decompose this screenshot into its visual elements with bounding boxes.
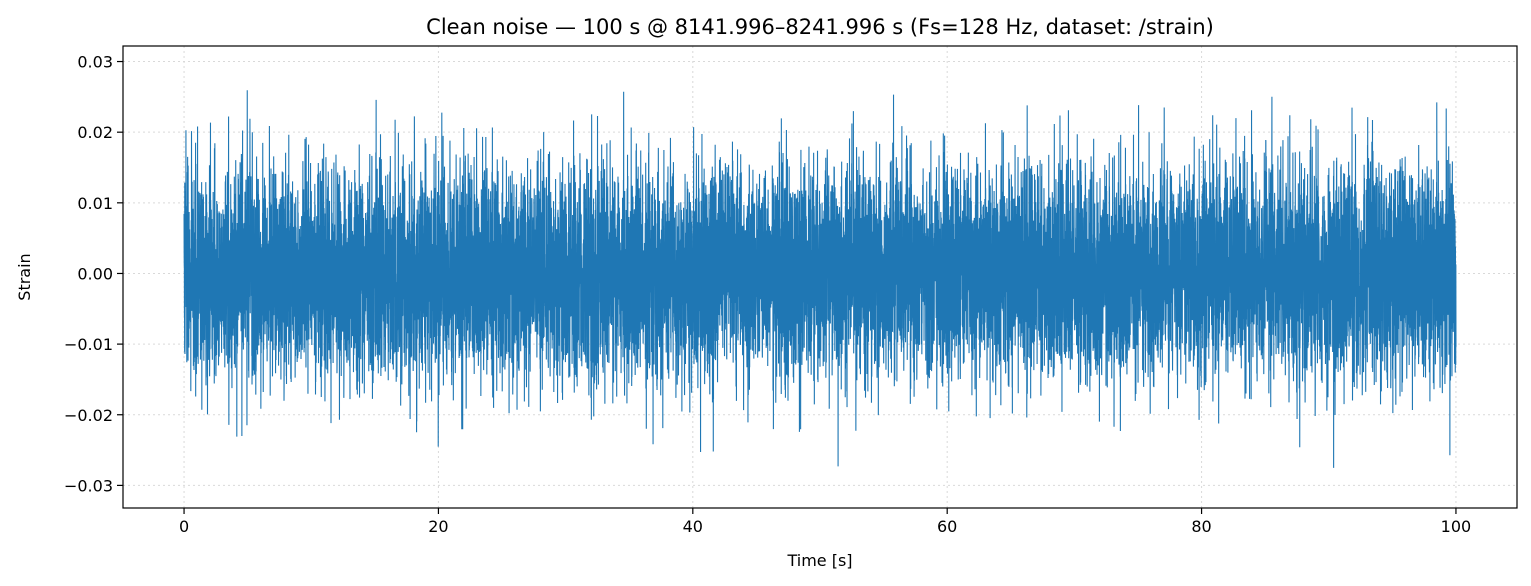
y-axis-label: Strain <box>15 253 34 300</box>
x-axis: 0 20 40 60 80 100 <box>179 508 1471 536</box>
x-tick-label: 80 <box>1191 517 1211 536</box>
x-axis-label: Time [s] <box>786 551 852 570</box>
y-tick-label: 0.03 <box>77 53 113 72</box>
y-tick-label: −0.01 <box>64 335 113 354</box>
y-axis: −0.03 −0.02 −0.01 0.00 0.01 0.02 0.03 <box>64 53 123 495</box>
x-tick-label: 60 <box>937 517 957 536</box>
strain-series-line <box>183 90 1457 468</box>
x-tick-label: 100 <box>1441 517 1472 536</box>
x-tick-label: 40 <box>683 517 703 536</box>
chart-title: Clean noise — 100 s @ 8141.996–8241.996 … <box>426 15 1214 39</box>
y-tick-label: 0.01 <box>77 194 113 213</box>
y-tick-label: −0.03 <box>64 476 113 495</box>
y-tick-label: −0.02 <box>64 406 113 425</box>
x-tick-label: 0 <box>179 517 189 536</box>
plot-frame <box>122 45 1518 509</box>
x-tick-label: 20 <box>428 517 448 536</box>
y-tick-label: 0.02 <box>77 123 113 142</box>
plot-area <box>183 90 1457 468</box>
y-tick-label: 0.00 <box>77 264 113 283</box>
